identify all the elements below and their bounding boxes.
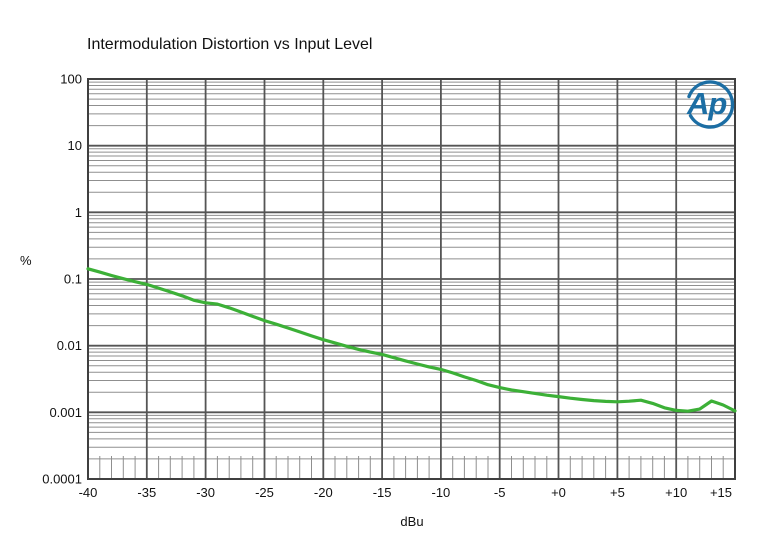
x-tick-label: -20 xyxy=(314,485,333,500)
x-tick-label: +15 xyxy=(710,485,732,500)
x-tick-label: -35 xyxy=(137,485,156,500)
y-axis-unit-label: % xyxy=(20,253,32,268)
x-tick-label: -10 xyxy=(432,485,451,500)
x-tick-label: -25 xyxy=(255,485,274,500)
plot-border xyxy=(87,78,736,480)
x-tick-label: +0 xyxy=(551,485,566,500)
x-tick-label: -40 xyxy=(79,485,98,500)
x-tick-label: -15 xyxy=(373,485,392,500)
x-tick-label: +10 xyxy=(665,485,687,500)
y-tick-label: 0.1 xyxy=(64,272,82,287)
x-tick-labels: -40 -35 -30 -25 -20 -15 -10 -5 +0 +5 +10 +15 xyxy=(79,485,732,500)
series-imd-curve xyxy=(86,267,737,413)
ap-logo-text: Ap xyxy=(686,86,726,121)
y-tick-labels: 100 10 1 0.1 0.01 0.001 0.0001 xyxy=(42,72,82,487)
grid-minor-horizontal xyxy=(88,81,735,460)
y-tick-label: 100 xyxy=(60,72,82,87)
y-tick-label: 0.0001 xyxy=(42,472,82,487)
y-tick-label: 0.001 xyxy=(49,405,82,420)
x-axis-unit-label: dBu xyxy=(400,514,424,529)
y-tick-label: 1 xyxy=(75,205,82,220)
x-tick-label: -5 xyxy=(494,485,506,500)
x-tick-label: -30 xyxy=(196,485,215,500)
ap-logo-swoosh-icon xyxy=(687,80,735,129)
x-tick-label: +5 xyxy=(610,485,625,500)
y-tick-label: 0.01 xyxy=(57,338,82,353)
ap-logo: Ap xyxy=(686,80,735,129)
chart-title: Intermodulation Distortion vs Input Leve… xyxy=(87,36,373,53)
y-tick-label: 10 xyxy=(68,138,82,153)
x-minor-ticks xyxy=(99,456,724,479)
grid-major xyxy=(88,79,735,479)
